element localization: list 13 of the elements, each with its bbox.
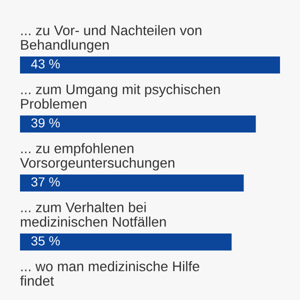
bar [20,234,232,250]
y-tick-label: ... zum Umgang mit psychischen Problemen [21,84,220,109]
data-label: 37 % [31,177,60,186]
y-tick-label: ... zu empfohlenen Vorsorgeuntersuchungen [20,143,174,170]
data-label: 35 % [31,236,60,246]
bar [20,56,280,74]
bar [20,116,256,132]
data-label: 39 % [31,118,60,128]
y-tick-label: ... zum Verhalten bei medizinischen Notfällen [20,202,166,227]
y-tick-label: ... wo man medizinische Hilfe findet [20,261,200,286]
bar [20,174,244,192]
data-label: 43 % [31,59,60,68]
y-tick-label: ... zu Vor- und Nachteilen von Behandlungen [21,25,202,52]
